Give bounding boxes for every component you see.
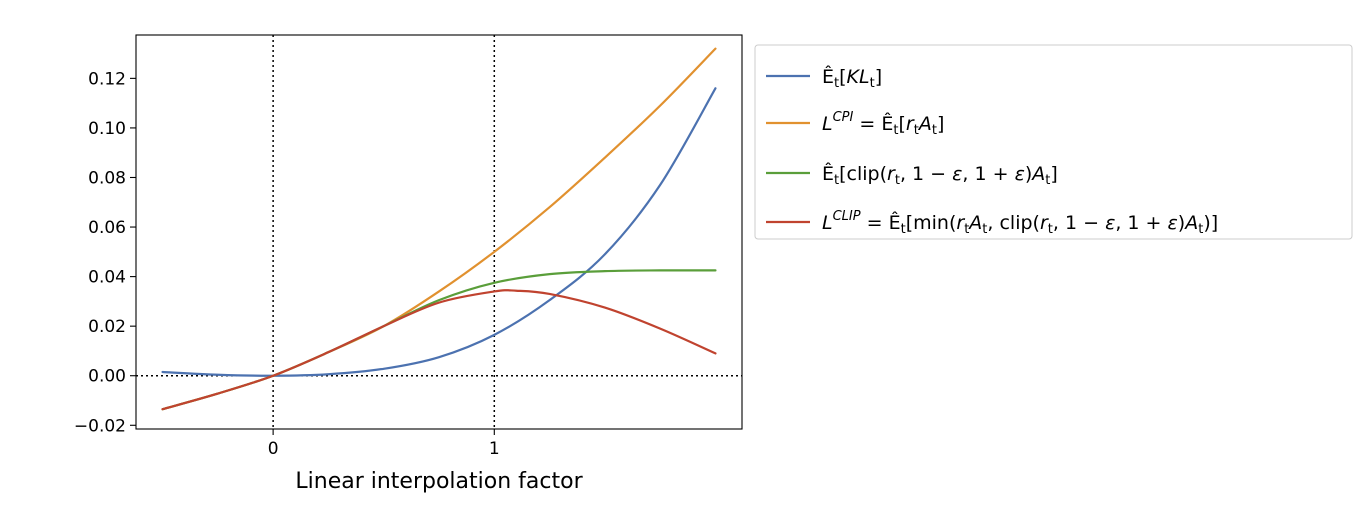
y-tick-label: 0.02 [88,317,126,337]
plot-frame [135,34,743,430]
x-tick-label: 0 [268,439,279,459]
y-tick-label: 0.06 [88,218,126,238]
y-tick-label: 0.12 [88,69,126,89]
y-tick-label: 0.00 [88,367,126,387]
series-lines [161,47,717,411]
legend-label-lclip: LCLIP = Êt[min(rtAt, clip(rt, 1 − ε, 1 +… [822,209,1218,237]
x-tick-label: 1 [489,439,500,459]
series-line-1 [161,47,717,411]
series-line-0 [161,87,717,377]
y-tick-label: −0.02 [74,416,126,436]
y-axis: −0.02 0.00 0.02 0.04 0.06 0.08 0.10 0.12 [74,69,136,436]
y-tick-label: 0.08 [88,168,126,188]
legend-label-clip: Êt[clip(rt, 1 − ε, 1 + ε)At] [822,162,1058,188]
legend-label-cpi: LCPI = Êt[rtAt] [822,110,944,138]
y-tick-label: 0.10 [88,119,126,139]
legend: Êt[KLt] LCPI = Êt[rtAt] Êt[clip(rt, 1 − … [754,44,1353,240]
legend-box [754,44,1353,240]
series-line-3 [161,289,717,411]
y-tick-label: 0.04 [88,268,126,288]
reference-lines [136,35,742,429]
x-axis-title: Linear interpolation factor [295,469,583,494]
